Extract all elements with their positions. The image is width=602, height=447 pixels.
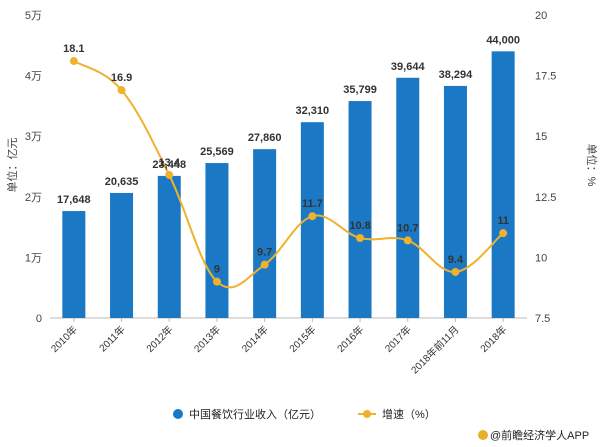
growth-line [69,57,508,289]
bar-value-label: 44,000 [486,34,520,46]
growth-value-label: 16.9 [111,72,132,84]
growth-point [356,234,365,243]
bar [110,192,134,318]
y-left-tick-label: 1万 [25,252,42,264]
bar-value-label: 27,860 [248,132,282,144]
growth-point [308,212,317,221]
y-left-tick-label: 0 [36,313,42,325]
x-tick-label: 2016年 [334,323,366,355]
bar [157,175,181,318]
y-left-tick-label: 3万 [25,131,42,143]
bar [62,211,86,318]
y-left-tick-label: 5万 [25,10,42,22]
growth-point [451,267,460,276]
growth-value-label: 10.7 [397,222,418,234]
bar [253,149,277,318]
x-tick-label: 2012年 [143,323,175,355]
growth-point [499,229,508,238]
data-labels: 17,648 20,635 23,448 25,569 27,860 32,310 35,7… [57,34,520,275]
growth-value-label: 9.7 [257,247,272,259]
legend-line-icon [358,410,376,418]
growth-value-label: 9 [214,264,220,276]
growth-value-label: 11 [497,215,509,227]
growth-value-label: 9.4 [448,254,464,266]
growth-line-path [73,60,504,289]
x-tick-label: 2010年 [48,323,80,355]
legend-bar-icon [173,409,183,419]
y-axis-right-title: 单位：% [585,144,599,187]
y-left-tick-label: 4万 [25,71,42,83]
bar-value-label: 20,635 [105,176,139,188]
axes: 0 1万 2万 3万 4万 5万 7.5 10 12.5 15 17.5 20 2010年 2011年 20… [25,10,557,376]
x-tick-label: 2017年 [382,323,414,355]
y-right-tick-label: 10 [535,252,547,264]
x-tick-label: 2013年 [191,323,223,355]
x-tick-label: 2018年 [477,323,509,355]
bars [62,51,515,319]
legend-line-label: 增速（%） [382,407,436,421]
bar [205,163,229,318]
bar-value-label: 17,648 [57,194,91,206]
growth-point [165,170,174,179]
legend-bar-label: 中国餐饮行业收入（亿元） [189,407,321,421]
bar-value-label: 23,448 [152,159,186,171]
y-right-tick-label: 17.5 [535,71,556,83]
growth-value-label: 13.4 [159,157,181,169]
growth-value-label: 11.7 [302,198,323,210]
bar [443,85,467,319]
y-right-tick-label: 15 [535,131,547,143]
bar [396,77,420,319]
growth-point [117,86,126,95]
y-axis-left-title: 单位：亿元 [5,138,19,193]
credit-text: @前瞻经济学人APP [490,428,589,442]
growth-value-label: 18.1 [63,43,84,55]
growth-value-label: 10.8 [349,220,370,232]
growth-point [212,277,221,286]
y-right-tick-label: 7.5 [535,313,550,325]
y-left-tick-label: 2万 [25,192,42,204]
legend: 中国餐饮行业收入（亿元） 增速（%） [173,407,436,421]
x-tick-label: 2014年 [239,323,271,355]
credit: @前瞻经济学人APP [478,428,589,442]
bar-value-label: 32,310 [296,105,330,117]
bar-value-label: 38,294 [439,69,474,81]
bar [491,51,515,319]
bar [348,101,372,318]
y-right-tick-label: 12.5 [535,192,556,204]
bar-value-label: 25,569 [200,146,234,158]
y-right-tick-label: 20 [535,10,547,22]
growth-point [260,260,269,269]
weibo-icon [478,430,488,440]
bar-value-label: 39,644 [391,61,426,73]
bar-value-label: 35,799 [343,84,377,96]
x-tick-label: 2015年 [286,323,318,355]
growth-point [69,57,78,66]
x-tick-label: 2018年前11月 [408,323,461,376]
growth-point [403,236,412,245]
x-tick-label: 2011年 [96,323,127,354]
